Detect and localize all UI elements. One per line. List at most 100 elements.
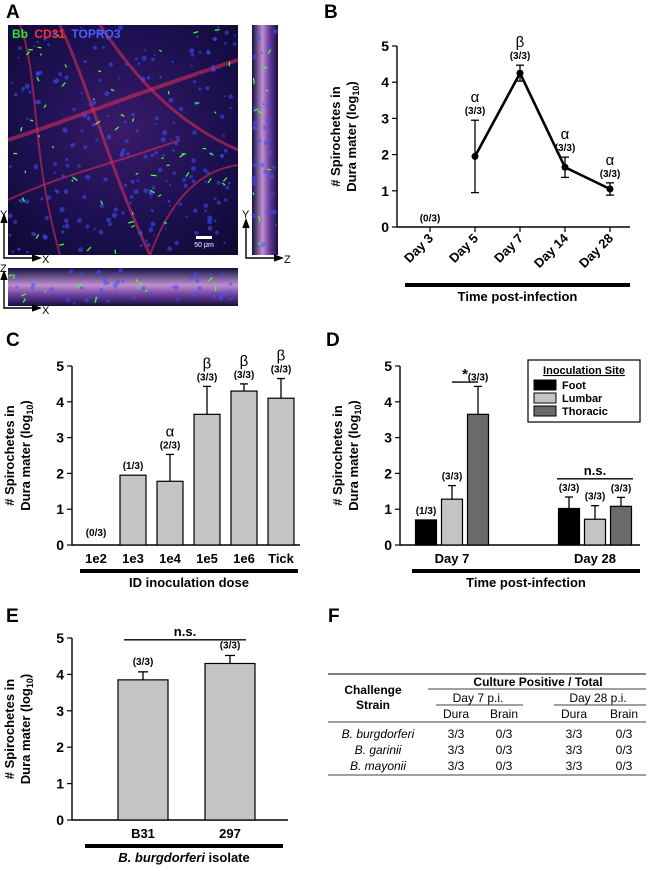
main-nucleus-159 xyxy=(191,166,196,171)
panel-label-d: D xyxy=(326,330,340,351)
main-nucleus-25 xyxy=(65,158,68,161)
main-nucleus-133 xyxy=(124,184,127,187)
main-nucleus-36 xyxy=(175,136,179,140)
bottom-spirochete-7 xyxy=(13,274,14,278)
group-header: Culture Positive / Total xyxy=(473,675,602,689)
significance-ns: n.s. xyxy=(584,463,606,478)
count-label: (3/3) xyxy=(611,483,632,494)
main-nucleus-8 xyxy=(217,181,221,185)
table-cell: 0/3 xyxy=(496,759,513,773)
main-nucleus-50 xyxy=(64,189,69,194)
y-axis-title-line1: # Spirochetes in xyxy=(328,86,343,186)
side-nucleus-30 xyxy=(269,174,274,179)
stain-legend: Bb CD31 TOPRO3 xyxy=(12,27,121,41)
side-nucleus-31 xyxy=(252,55,257,60)
side-nucleus-35 xyxy=(253,121,258,126)
main-nucleus-170 xyxy=(206,171,209,174)
main-nucleus-33 xyxy=(214,198,217,201)
main-nucleus-90 xyxy=(158,168,162,172)
table-strain-1: B. garinii xyxy=(355,743,402,757)
culture-table: Challenge Strain Culture Positive / Tota… xyxy=(328,668,646,781)
main-nucleus-100 xyxy=(205,86,209,90)
axis-label-x-main: X xyxy=(42,254,50,266)
main-nucleus-160 xyxy=(204,210,207,213)
bar xyxy=(231,391,257,545)
col-header-dura-day7: Dura xyxy=(443,707,469,721)
main-nucleus-5 xyxy=(169,184,171,186)
main-nucleus-213 xyxy=(17,247,21,251)
bottom-nucleus-38 xyxy=(99,288,103,292)
y-tick-label: 2 xyxy=(56,465,64,481)
main-nucleus-77 xyxy=(59,207,64,212)
main-nucleus-153 xyxy=(228,182,231,185)
significance-label: α xyxy=(561,126,570,143)
bottom-nucleus-33 xyxy=(189,277,193,281)
bar xyxy=(118,680,168,820)
bottom-nucleus-10 xyxy=(221,292,225,296)
main-nucleus-178 xyxy=(179,203,183,207)
main-spirochete-35 xyxy=(151,175,157,176)
y-tick-label: 2 xyxy=(384,465,392,481)
series-line xyxy=(475,73,610,189)
main-nucleus-161 xyxy=(136,129,139,132)
panel-label-f: F xyxy=(328,606,340,627)
main-nucleus-190 xyxy=(167,246,172,251)
count-label: (3/3) xyxy=(442,472,463,483)
main-nucleus-6 xyxy=(162,130,167,135)
main-nucleus-10 xyxy=(92,101,97,106)
main-nucleus-135 xyxy=(225,186,229,190)
main-spirochete-50 xyxy=(52,147,54,148)
main-nucleus-115 xyxy=(147,76,151,80)
x-tick-label: 297 xyxy=(219,826,241,841)
main-nucleus-34 xyxy=(11,82,13,84)
legend-label-lumbar: Lumbar xyxy=(562,393,603,405)
main-spirochete-26 xyxy=(30,120,33,121)
bottom-nucleus-13 xyxy=(220,273,224,277)
main-nucleus-66 xyxy=(25,199,30,204)
data-point xyxy=(607,185,614,192)
main-nucleus-129 xyxy=(135,58,138,61)
main-nucleus-169 xyxy=(35,100,39,104)
main-nucleus-12 xyxy=(104,91,109,96)
main-nucleus-176 xyxy=(36,71,39,74)
main-nucleus-67 xyxy=(215,231,219,235)
x-tick-label: 1e5 xyxy=(196,551,218,566)
main-nucleus-218 xyxy=(182,178,186,182)
y-tick-label: 1 xyxy=(56,776,64,792)
main-nucleus-26 xyxy=(82,113,87,118)
bottom-nucleus-19 xyxy=(96,270,101,275)
table-cell: 3/3 xyxy=(448,743,465,757)
y-axis-title-subscript: 10 xyxy=(25,405,35,415)
main-nucleus-154 xyxy=(169,98,174,103)
main-nucleus-23 xyxy=(125,139,129,143)
side-nucleus-4 xyxy=(253,106,257,110)
side-nucleus-24 xyxy=(260,163,265,168)
side-nucleus-12 xyxy=(252,213,257,218)
table-cell: 3/3 xyxy=(566,759,583,773)
bottom-nucleus-24 xyxy=(229,282,233,286)
main-nucleus-141 xyxy=(154,54,156,56)
main-nucleus-97 xyxy=(31,232,36,237)
main-nucleus-31 xyxy=(142,56,147,61)
main-nucleus-211 xyxy=(194,231,198,235)
main-nucleus-193 xyxy=(13,220,17,224)
main-nucleus-217 xyxy=(28,90,31,93)
main-nucleus-216 xyxy=(34,164,38,168)
x-axis-title-suffix: isolate xyxy=(205,850,250,865)
bottom-spirochete-9 xyxy=(45,290,46,292)
bottom-nucleus-2 xyxy=(150,292,154,296)
main-nucleus-20 xyxy=(83,145,87,149)
y-tick-label: 5 xyxy=(384,358,392,374)
main-nucleus-186 xyxy=(192,180,196,184)
bottom-nucleus-34 xyxy=(103,291,107,295)
bottom-nucleus-28 xyxy=(229,291,232,294)
side-nucleus-34 xyxy=(268,86,270,88)
main-nucleus-145 xyxy=(11,250,14,253)
main-nucleus-86 xyxy=(106,218,111,223)
main-nucleus-47 xyxy=(164,228,166,230)
bottom-nucleus-9 xyxy=(195,279,199,283)
main-nucleus-206 xyxy=(21,91,23,93)
main-nucleus-110 xyxy=(191,159,195,163)
